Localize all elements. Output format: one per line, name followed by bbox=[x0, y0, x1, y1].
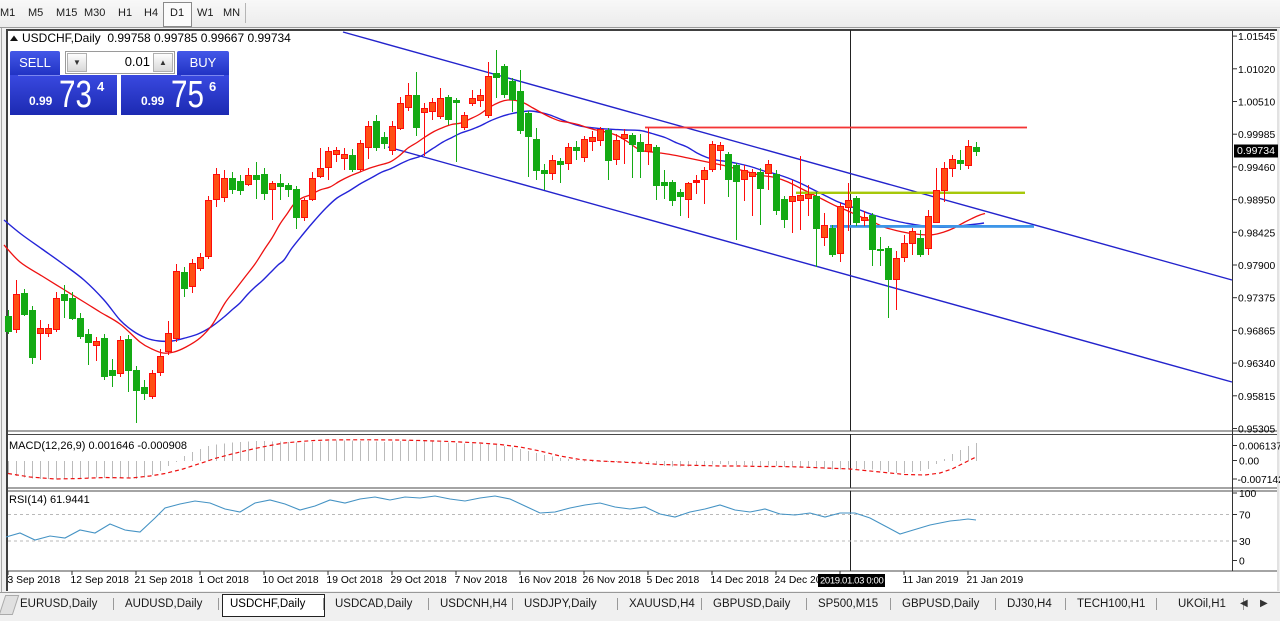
svg-text:11 Jan 2019: 11 Jan 2019 bbox=[903, 575, 959, 586]
svg-text:0.99985: 0.99985 bbox=[1238, 130, 1275, 141]
svg-text:0.98425: 0.98425 bbox=[1238, 228, 1275, 239]
svg-text:2019.01.03 0:00: 2019.01.03 0:00 bbox=[820, 576, 883, 587]
svg-text:0.96865: 0.96865 bbox=[1238, 326, 1275, 337]
svg-text:21 Sep 2018: 21 Sep 2018 bbox=[135, 575, 194, 586]
svg-text:19 Oct 2018: 19 Oct 2018 bbox=[327, 575, 383, 586]
svg-text:3 Sep 2018: 3 Sep 2018 bbox=[8, 575, 61, 586]
svg-text:14 Dec 2018: 14 Dec 2018 bbox=[711, 575, 770, 586]
svg-text:0.99734: 0.99734 bbox=[1237, 145, 1275, 157]
svg-text:16 Nov 2018: 16 Nov 2018 bbox=[519, 575, 578, 586]
svg-text:30: 30 bbox=[1239, 537, 1251, 548]
svg-text:1.00510: 1.00510 bbox=[1238, 98, 1275, 109]
svg-text:0.006137: 0.006137 bbox=[1239, 442, 1280, 453]
svg-text:USDCHF,Daily 0.99758 0.99785: USDCHF,Daily 0.99758 0.99785 0.99667 0.9… bbox=[22, 31, 291, 45]
svg-text:10 Oct 2018: 10 Oct 2018 bbox=[263, 575, 319, 586]
svg-text:-0.007142: -0.007142 bbox=[1238, 475, 1280, 486]
svg-text:MACD(12,26,9) 0.001646 -0.0009: MACD(12,26,9) 0.001646 -0.000908 bbox=[9, 440, 187, 452]
svg-text:1.01020: 1.01020 bbox=[1238, 65, 1275, 76]
svg-text:0.97375: 0.97375 bbox=[1238, 294, 1275, 305]
svg-text:0.00: 0.00 bbox=[1239, 457, 1259, 468]
svg-text:100: 100 bbox=[1239, 489, 1256, 500]
svg-text:0.96340: 0.96340 bbox=[1238, 359, 1275, 370]
svg-text:24 Dec 2018: 24 Dec 2018 bbox=[775, 575, 834, 586]
svg-text:70: 70 bbox=[1239, 511, 1251, 522]
svg-text:1 Oct 2018: 1 Oct 2018 bbox=[199, 575, 250, 586]
svg-text:21 Jan 2019: 21 Jan 2019 bbox=[967, 575, 1024, 586]
svg-text:0.99460: 0.99460 bbox=[1238, 163, 1275, 174]
svg-text:RSI(14) 61.9441: RSI(14) 61.9441 bbox=[9, 494, 90, 506]
svg-text:26 Nov 2018: 26 Nov 2018 bbox=[583, 575, 642, 586]
svg-text:0.95305: 0.95305 bbox=[1238, 425, 1275, 436]
svg-text:29 Oct 2018: 29 Oct 2018 bbox=[391, 575, 447, 586]
svg-text:5 Dec 2018: 5 Dec 2018 bbox=[647, 575, 700, 586]
svg-text:12 Sep 2018: 12 Sep 2018 bbox=[71, 575, 130, 586]
svg-text:0.98950: 0.98950 bbox=[1238, 196, 1275, 207]
svg-text:0: 0 bbox=[1239, 557, 1245, 568]
svg-text:0.97900: 0.97900 bbox=[1238, 261, 1275, 272]
svg-text:1.01545: 1.01545 bbox=[1238, 32, 1275, 43]
svg-text:7 Nov 2018: 7 Nov 2018 bbox=[455, 575, 508, 586]
svg-text:0.95815: 0.95815 bbox=[1238, 392, 1275, 403]
